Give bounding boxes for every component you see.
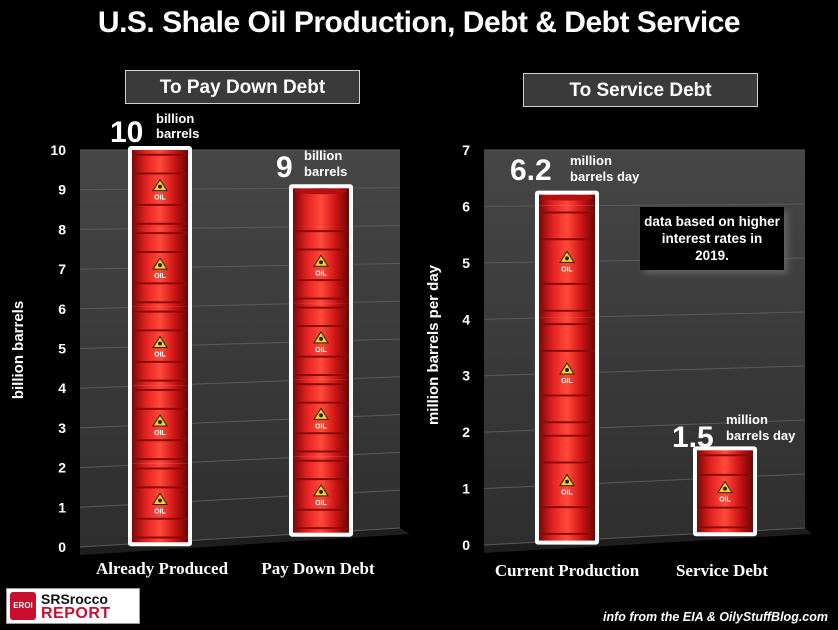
eroi-badge: EROI: [10, 592, 36, 620]
bar-unit-label: barrels day: [570, 169, 640, 184]
bar-value-label: 6.2: [510, 154, 552, 187]
y-tick-label: 2: [58, 460, 66, 476]
srsrocco-logo: EROI SRSrocco REPORT: [6, 588, 140, 624]
right-category-label: Service Debt: [676, 561, 768, 580]
svg-text:OIL: OIL: [315, 347, 327, 354]
bar-unit-label: million: [570, 153, 612, 168]
logo-line-1: SRSrocco: [41, 591, 108, 607]
svg-text:OIL: OIL: [561, 490, 573, 497]
y-tick-label: 6: [462, 198, 470, 214]
y-tick-label: 1: [58, 499, 66, 515]
bar: OIL OIL OIL OIL: [289, 184, 353, 537]
bar-unit-label: barrels day: [726, 428, 796, 443]
bar-value-label: 9: [276, 151, 293, 184]
left-category-label: Pay Down Debt: [261, 559, 375, 578]
svg-text:OIL: OIL: [154, 195, 166, 202]
bar-value-label: 1.5: [672, 421, 714, 454]
y-tick-label: 3: [58, 420, 66, 436]
svg-text:OIL: OIL: [719, 497, 731, 504]
bar-unit-label: billion: [156, 111, 194, 126]
y-tick-label: 9: [58, 182, 66, 198]
svg-text:OIL: OIL: [315, 270, 327, 277]
y-tick-label: 4: [462, 311, 470, 327]
y-tick-label: 1: [462, 481, 470, 497]
source-footer: info from the EIA & OilyStuffBlog.com: [603, 610, 828, 624]
y-tick-label: 6: [58, 301, 66, 317]
right-y-ticks: 0 1 2 3 4 5 6 7: [462, 142, 470, 553]
svg-text:OIL: OIL: [154, 508, 166, 515]
svg-text:OIL: OIL: [315, 423, 327, 430]
bar-unit-label: barrels: [304, 164, 347, 179]
svg-text:OIL: OIL: [154, 430, 166, 437]
bar-unit-label: barrels: [156, 126, 199, 141]
svg-text:OIL: OIL: [154, 352, 166, 359]
bar: OIL OIL OIL: [535, 190, 599, 545]
svg-text:OIL: OIL: [561, 266, 573, 273]
y-tick-label: 7: [462, 142, 470, 158]
svg-text:OIL: OIL: [561, 378, 573, 385]
bar-unit-label: million: [726, 412, 768, 427]
chart-title: U.S. Shale Oil Production, Debt & Debt S…: [97, 6, 741, 39]
y-tick-label: 4: [58, 380, 66, 396]
y-tick-label: 5: [462, 255, 470, 271]
right-panel-header: To Service Debt: [523, 73, 758, 107]
bar: OIL: [693, 446, 757, 537]
svg-text:OIL: OIL: [154, 273, 166, 280]
y-tick-label: 5: [58, 341, 66, 357]
bar: OIL OIL OIL OIL OIL: [128, 146, 192, 547]
right-bars: OIL OIL OIL OIL: [535, 190, 757, 545]
y-tick-label: 0: [462, 537, 470, 553]
y-tick-label: 7: [58, 261, 66, 277]
y-tick-label: 2: [462, 424, 470, 440]
y-tick-label: 10: [50, 142, 66, 158]
bar-unit-label: billion: [304, 148, 342, 163]
svg-text:OIL: OIL: [315, 500, 327, 507]
y-tick-label: 0: [58, 539, 66, 555]
logo-line-2: REPORT: [41, 605, 111, 622]
y-tick-label: 3: [462, 368, 470, 384]
left-y-axis-title: billion barrels: [10, 301, 27, 399]
bar-value-label: 10: [110, 116, 143, 149]
right-category-label: Current Production: [495, 561, 640, 580]
data-note: data based on higher interest rates in 2…: [640, 207, 784, 270]
y-tick-label: 8: [58, 221, 66, 237]
left-category-label: Already Produced: [96, 559, 229, 578]
left-y-ticks: 0 1 2 3 4 5 6 7 8 9 10: [50, 142, 66, 555]
left-panel-header: To Pay Down Debt: [125, 70, 360, 104]
right-y-axis-title: million barrels per day: [425, 264, 442, 425]
left-bars: OIL OIL OIL OIL OIL OIL OIL OIL OIL: [128, 146, 353, 547]
